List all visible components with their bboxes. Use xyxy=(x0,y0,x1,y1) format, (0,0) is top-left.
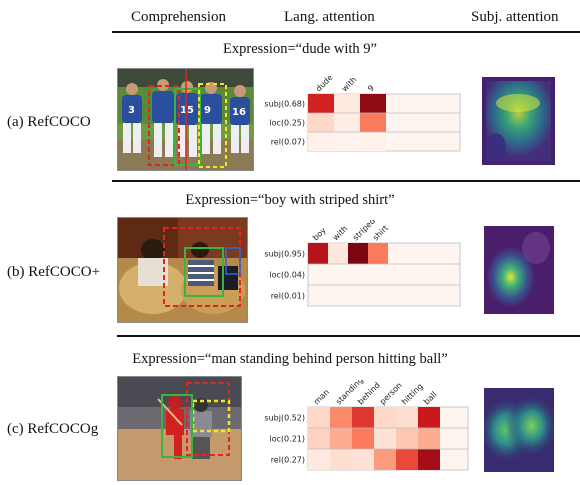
subj-attention-map-b xyxy=(484,226,554,314)
module-label: rel(0.07) xyxy=(271,138,305,147)
module-label: rel(0.27) xyxy=(271,456,305,465)
header-comprehension: Comprehension xyxy=(131,9,226,25)
module-label: loc(0.25) xyxy=(269,119,305,128)
row-divider-2 xyxy=(117,335,580,337)
module-label: subj(0.95) xyxy=(264,250,305,259)
heatmap-cell xyxy=(374,428,396,449)
heatmap-cell xyxy=(308,132,334,151)
heatmap-cell xyxy=(396,407,418,428)
heatmap-cell xyxy=(360,94,386,113)
word-label: person xyxy=(378,381,404,407)
heatmap-cell xyxy=(308,113,334,132)
row-label-a: (a) RefCOCO xyxy=(7,114,91,130)
word-label: boy xyxy=(311,225,328,242)
module-label: loc(0.21) xyxy=(269,435,305,444)
svg-text:15: 15 xyxy=(180,105,194,116)
row-label-c: (c) RefCOCOg xyxy=(7,421,99,437)
comprehension-image-b xyxy=(117,217,248,323)
heatmap-cell xyxy=(352,428,374,449)
comprehension-image-c xyxy=(117,376,242,481)
heatmap-cell xyxy=(368,243,388,264)
heatmap-cell xyxy=(396,428,418,449)
word-label: shirt xyxy=(371,223,390,242)
module-label: rel(0.01) xyxy=(271,292,305,301)
heatmap-cell xyxy=(352,449,374,470)
module-label: subj(0.68) xyxy=(264,100,305,109)
heatmap-cell xyxy=(308,407,330,428)
heatmap-cell xyxy=(374,407,396,428)
word-label: hitting xyxy=(400,382,425,407)
lang-attention-heatmap-c: subj(0.52) loc(0.21) rel(0.27) man standing b… xyxy=(256,375,476,480)
module-label: subj(0.52) xyxy=(264,414,305,423)
header-rule xyxy=(112,31,580,33)
heatmap-cell xyxy=(396,449,418,470)
module-label: loc(0.04) xyxy=(269,271,305,280)
heatmap-cell xyxy=(334,113,360,132)
lang-attention-heatmap-a: subj(0.68) loc(0.25) rel(0.07) dude with 9 xyxy=(256,73,466,169)
heatmap-cell xyxy=(418,449,440,470)
heatmap-cell xyxy=(308,449,330,470)
row-divider-1 xyxy=(112,180,580,182)
word-label: with xyxy=(331,224,349,242)
word-label: 9 xyxy=(366,83,376,93)
heatmap-cell xyxy=(334,94,360,113)
heatmap-cell xyxy=(418,407,440,428)
heatmap-cell xyxy=(308,243,328,264)
word-label: man xyxy=(312,387,331,406)
header-subj-attention: Subj. attention xyxy=(471,9,559,25)
heatmap-cell xyxy=(352,407,374,428)
heatmap-cell xyxy=(348,243,368,264)
heatmap-cell xyxy=(328,243,348,264)
row-label-b: (b) RefCOCO+ xyxy=(7,264,101,280)
word-label: ball xyxy=(422,390,439,407)
expression-b: Expression=“boy with striped shirt” xyxy=(185,192,395,208)
subj-attention-map-c xyxy=(484,388,554,472)
heatmap-cell xyxy=(360,113,386,132)
heatmap-cell xyxy=(418,428,440,449)
header-lang-attention: Lang. attention xyxy=(284,9,375,25)
heatmap-cell xyxy=(308,428,330,449)
heatmap-cell xyxy=(330,407,352,428)
expression-c: Expression=“man standing behind person h… xyxy=(132,351,448,367)
heatmap-cell xyxy=(330,449,352,470)
heatmap-cell xyxy=(334,132,360,151)
svg-text:9: 9 xyxy=(204,105,211,116)
lang-attention-heatmap-b: subj(0.95) loc(0.04) rel(0.01) boy with strip… xyxy=(256,216,466,320)
word-label: with xyxy=(340,76,358,93)
comprehension-image-a: 3 15 16 9 xyxy=(117,68,254,171)
expression-a: Expression=“dude with 9” xyxy=(223,41,377,57)
heatmap-cell xyxy=(308,94,334,113)
svg-text:16: 16 xyxy=(232,107,246,118)
subj-attention-map-a xyxy=(482,77,555,165)
svg-text:3: 3 xyxy=(128,105,135,116)
heatmap-cell xyxy=(360,132,386,151)
heatmap-cell xyxy=(374,449,396,470)
heatmap-cell xyxy=(330,428,352,449)
word-label: dude xyxy=(314,76,335,93)
